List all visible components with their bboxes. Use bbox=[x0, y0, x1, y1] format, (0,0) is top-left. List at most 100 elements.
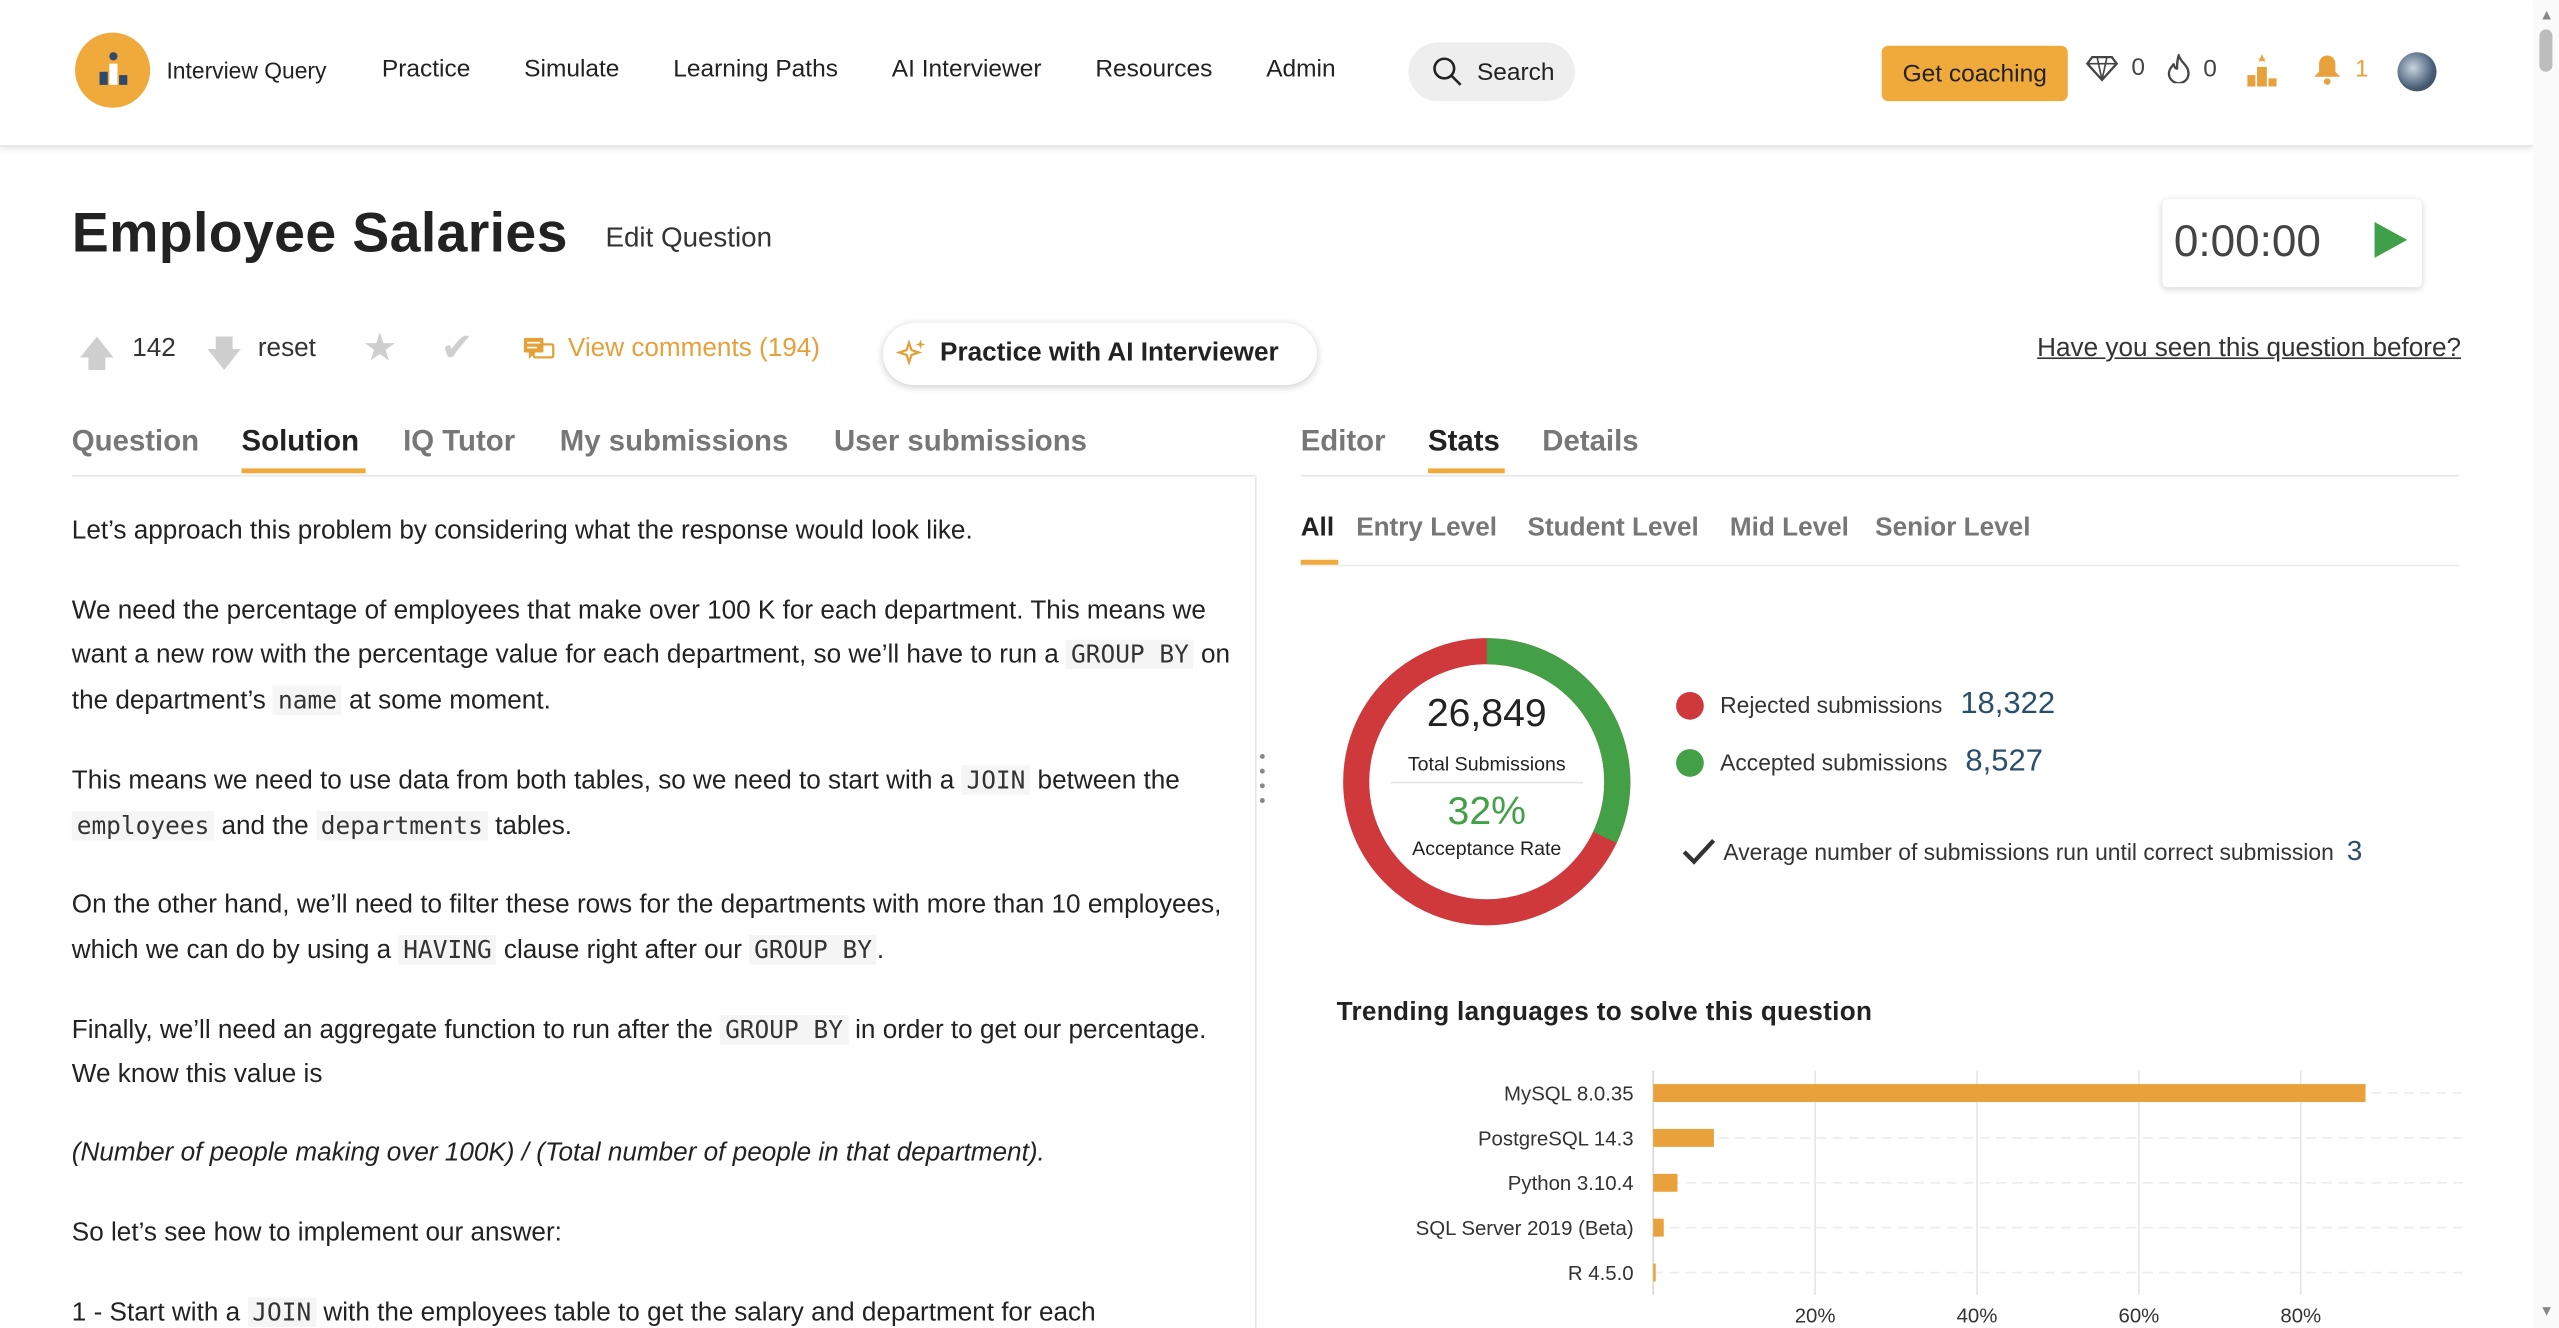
star-icon[interactable]: ★ bbox=[362, 326, 398, 371]
acceptance-rate-value: 32% bbox=[1447, 789, 1526, 834]
solution-paragraph: 1 - Start with a JOIN with the employees… bbox=[71, 1297, 1096, 1327]
scrollbar-thumb[interactable] bbox=[2539, 29, 2553, 72]
page-title: Employee Salaries bbox=[71, 202, 568, 265]
get-coaching-button[interactable]: Get coaching bbox=[1881, 45, 2068, 102]
nav-ai-interviewer[interactable]: AI Interviewer bbox=[891, 55, 1042, 84]
streak-count: 0 bbox=[2203, 54, 2217, 83]
nav-practice[interactable]: Practice bbox=[381, 55, 471, 84]
comments-icon bbox=[523, 337, 555, 360]
page-scrollbar[interactable]: ▲ ▼ bbox=[2532, 0, 2559, 1328]
rejected-label: Rejected submissions bbox=[1720, 691, 1943, 719]
nav-resources[interactable]: Resources bbox=[1095, 55, 1213, 84]
accepted-label: Accepted submissions bbox=[1720, 749, 1948, 776]
search-label: Search bbox=[1476, 57, 1555, 86]
chart-x-tick-label: 60% bbox=[2118, 1306, 2159, 1328]
podium-icon bbox=[2247, 53, 2277, 87]
leaderboard-button[interactable] bbox=[2247, 53, 2277, 87]
search-icon bbox=[1433, 57, 1462, 86]
diamond-icon bbox=[2085, 55, 2119, 81]
tab-stats[interactable]: Stats bbox=[1428, 424, 1500, 457]
languages-bar-chart: MySQL 8.0.35 PostgreSQL 14.3 Python 3.10.4… bbox=[1416, 1070, 2463, 1328]
checkmark-icon[interactable]: ✔ bbox=[440, 326, 474, 371]
practice-ai-button[interactable]: Practice with AI Interviewer bbox=[882, 323, 1318, 386]
chart-bar bbox=[1653, 1173, 1678, 1192]
flame-icon bbox=[2167, 53, 2190, 84]
play-icon[interactable] bbox=[2374, 221, 2408, 258]
logo-icon[interactable] bbox=[75, 32, 151, 108]
tab-iq-tutor[interactable]: IQ Tutor bbox=[403, 424, 516, 457]
tab-editor[interactable]: Editor bbox=[1300, 424, 1386, 457]
solution-formula: (Number of people making over 100K) / (T… bbox=[71, 1139, 1045, 1167]
average-label: Average number of submissions run until … bbox=[1723, 838, 2334, 865]
seen-question-link[interactable]: Have you seen this question before? bbox=[2037, 334, 2462, 363]
nav-learning-paths[interactable]: Learning Paths bbox=[673, 55, 838, 84]
tab-my-submissions[interactable]: My submissions bbox=[559, 424, 789, 457]
chart-x-tick-label: 80% bbox=[2280, 1306, 2321, 1328]
tab-user-submissions[interactable]: User submissions bbox=[833, 424, 1088, 457]
top-navbar: Interview Query Practice Simulate Learni… bbox=[0, 0, 2533, 147]
active-tab-underline bbox=[241, 468, 366, 474]
edit-question-link[interactable]: Edit Question bbox=[605, 221, 773, 253]
solution-paragraph: Finally, we’ll need an aggregate functio… bbox=[71, 1015, 1207, 1088]
active-tab-underline bbox=[1300, 559, 1339, 565]
chart-bar bbox=[1653, 1084, 2366, 1103]
right-tabs: Editor Stats Details bbox=[1300, 421, 2460, 477]
solution-paragraph: Let’s approach this problem by consideri… bbox=[71, 517, 973, 546]
scroll-down-icon[interactable]: ▼ bbox=[2539, 1302, 2554, 1319]
gems-count: 0 bbox=[2131, 53, 2146, 82]
chart-category-label: PostgreSQL 14.3 bbox=[1478, 1128, 1634, 1150]
vote-count: 142 bbox=[132, 334, 176, 363]
resize-handle-icon[interactable] bbox=[1259, 753, 1265, 803]
chart-category-label: MySQL 8.0.35 bbox=[1504, 1083, 1634, 1105]
question-actions: 🡅 142 🡇 reset ★ ✔ View comments (194) Pr… bbox=[72, 323, 2471, 388]
average-value: 3 bbox=[2346, 835, 2363, 867]
nav-admin[interactable]: Admin bbox=[1266, 55, 1336, 84]
tab-details[interactable]: Details bbox=[1542, 424, 1639, 457]
chart-category-label: R 4.5.0 bbox=[1568, 1263, 1634, 1285]
scroll-up-icon[interactable]: ▲ bbox=[2539, 6, 2554, 23]
avatar[interactable] bbox=[2397, 52, 2437, 92]
checkmark-icon bbox=[1682, 839, 1716, 865]
tab-solution[interactable]: Solution bbox=[241, 424, 360, 457]
reset-link[interactable]: reset bbox=[257, 334, 316, 363]
total-submissions-value: 26,849 bbox=[1426, 691, 1547, 737]
active-tab-underline bbox=[1428, 468, 1505, 474]
tab-question[interactable]: Question bbox=[71, 424, 200, 457]
timer-widget: 0:00:00 bbox=[2162, 199, 2422, 288]
tab-level-mid[interactable]: Mid Level bbox=[1729, 514, 1849, 542]
notifications-button[interactable]: 1 bbox=[2313, 54, 2369, 85]
solution-paragraph: So let’s see how to implement our answer… bbox=[71, 1218, 562, 1247]
downvote-icon[interactable]: 🡇 bbox=[205, 332, 243, 374]
tab-level-all[interactable]: All bbox=[1300, 514, 1335, 542]
legend-rejected: Rejected submissions 18,322 bbox=[1676, 687, 2055, 723]
rejected-dot-icon bbox=[1676, 691, 1704, 719]
chart-category-label: Python 3.10.4 bbox=[1508, 1173, 1634, 1195]
bell-icon bbox=[2314, 55, 2341, 85]
streak-counter[interactable]: 0 bbox=[2167, 53, 2217, 84]
average-submissions-row: Average number of submissions run until … bbox=[1681, 836, 2362, 869]
tab-level-entry[interactable]: Entry Level bbox=[1356, 514, 1497, 542]
comments-label: View comments (194) bbox=[567, 334, 820, 363]
acceptance-rate-label: Acceptance Rate bbox=[1412, 837, 1562, 861]
total-submissions-label: Total Submissions bbox=[1407, 752, 1566, 776]
notification-count: 1 bbox=[2354, 55, 2369, 84]
view-comments-link[interactable]: View comments (194) bbox=[522, 335, 820, 364]
gems-counter[interactable]: 0 bbox=[2085, 53, 2146, 82]
upvote-icon[interactable]: 🡅 bbox=[78, 332, 116, 374]
chart-bar bbox=[1653, 1263, 1656, 1282]
accepted-dot-icon bbox=[1676, 748, 1704, 777]
solution-paragraph: We need the percentage of employees that… bbox=[71, 596, 1231, 714]
chart-category-label: SQL Server 2019 (Beta) bbox=[1416, 1218, 1634, 1240]
tab-level-student[interactable]: Student Level bbox=[1527, 514, 1699, 542]
legend-accepted: Accepted submissions 8,527 bbox=[1676, 744, 2043, 780]
tab-level-senior[interactable]: Senior Level bbox=[1875, 514, 2031, 542]
acceptance-donut bbox=[1343, 638, 1631, 926]
chart-x-tick-label: 40% bbox=[1957, 1306, 1998, 1328]
chart-title: Trending languages to solve this questio… bbox=[1336, 998, 1873, 1027]
practice-ai-label: Practice with AI Interviewer bbox=[940, 339, 1279, 368]
brand-name[interactable]: Interview Query bbox=[166, 57, 327, 84]
search-button[interactable]: Search bbox=[1408, 42, 1575, 102]
nav-simulate[interactable]: Simulate bbox=[524, 55, 620, 84]
solution-paragraph: On the other hand, we’ll need to filter … bbox=[71, 891, 1222, 964]
